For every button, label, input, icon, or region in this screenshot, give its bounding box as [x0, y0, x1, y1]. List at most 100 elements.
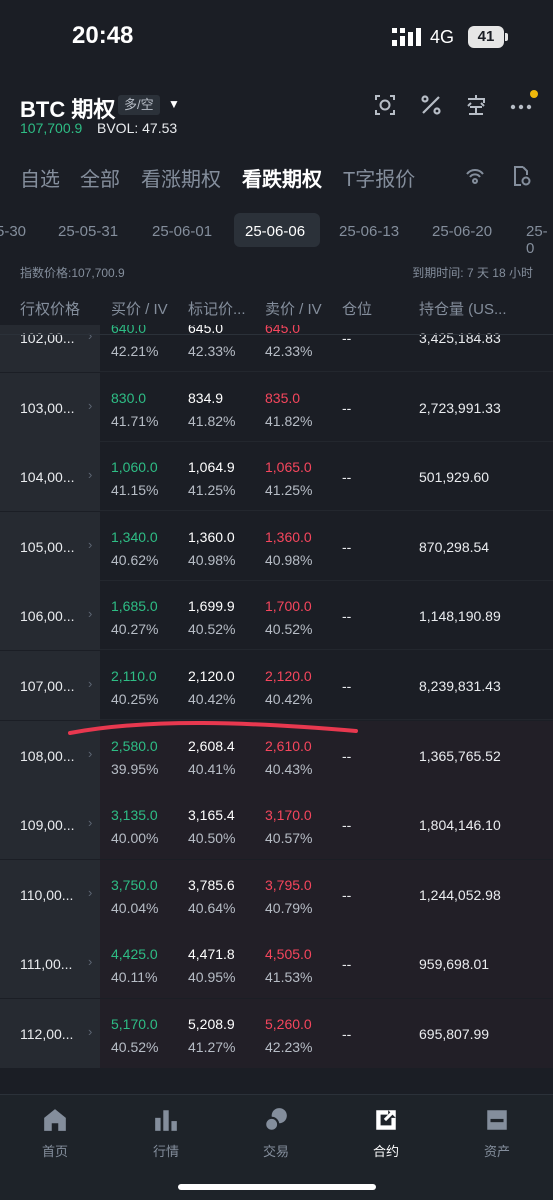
- tab-puts[interactable]: 看跌期权: [242, 169, 322, 191]
- document-settings-icon[interactable]: [509, 164, 533, 188]
- date-chip[interactable]: 25-06-13: [339, 223, 400, 240]
- mark-iv: 40.50%: [188, 830, 236, 847]
- chevron-right-icon[interactable]: ›: [88, 536, 93, 552]
- table-row[interactable]: 109,00... › 3,135.0 40.00% 3,165.4 40.50% 3,17…: [0, 790, 553, 860]
- ask-price[interactable]: 5,260.0: [265, 1016, 312, 1032]
- col-bid[interactable]: 买价 / IV: [111, 301, 168, 318]
- ask-price[interactable]: 2,120.0: [265, 668, 312, 684]
- ask-price[interactable]: 835.0: [265, 389, 301, 406]
- strike-cell: [0, 581, 100, 651]
- mode-badge[interactable]: 多/空: [118, 95, 160, 115]
- date-chip-selected[interactable]: 25-06-06: [245, 223, 306, 240]
- mark-iv: 41.25%: [188, 482, 236, 499]
- bottom-nav: 首页 行情 交易 合约 资产: [0, 1094, 553, 1200]
- page-title[interactable]: BTC 期权: [20, 97, 116, 122]
- mark-iv: 42.33%: [188, 343, 236, 359]
- open-interest-value: 3,425,184.83: [419, 330, 501, 346]
- col-strike[interactable]: 行权价格: [20, 301, 81, 318]
- col-open-interest[interactable]: 持仓量 (US...: [419, 301, 507, 318]
- chevron-right-icon[interactable]: ›: [88, 397, 93, 413]
- bid-iv: 40.27%: [111, 621, 159, 638]
- bid-price[interactable]: 2,110.0: [111, 668, 157, 684]
- header-divider: [0, 334, 553, 335]
- chevron-right-icon[interactable]: ›: [88, 467, 93, 483]
- bid-iv: 40.11%: [111, 969, 158, 986]
- table-row[interactable]: 108,00... › 2,580.0 39.95% 2,608.4 40.41% 2,61…: [0, 720, 553, 790]
- row-highlight: [100, 929, 553, 999]
- open-interest-value: 1,244,052.98: [419, 886, 501, 903]
- strike-price: 105,00...: [20, 538, 75, 555]
- caret-down-icon[interactable]: ▼: [168, 97, 180, 111]
- table-row[interactable]: 107,00... › 2,110.0 40.25% 2,120.0 40.42% 2,12…: [0, 651, 553, 720]
- bid-iv: 41.15%: [111, 482, 159, 499]
- strike-price: 111,00...: [20, 956, 73, 973]
- date-chip[interactable]: 25-06-20: [432, 223, 493, 240]
- chevron-right-icon[interactable]: ›: [88, 606, 93, 622]
- bid-price[interactable]: 1,060.0: [111, 459, 158, 476]
- mark-price: 3,165.4: [188, 807, 235, 824]
- open-interest-value: 959,698.01: [419, 956, 490, 973]
- strike-price: 103,00...: [20, 399, 75, 416]
- ask-price[interactable]: 645.0: [265, 325, 301, 336]
- ask-iv: 40.52%: [265, 621, 313, 638]
- chevron-right-icon[interactable]: ›: [88, 328, 93, 343]
- ask-price[interactable]: 1,065.0: [265, 459, 312, 476]
- bid-price[interactable]: 5,170.0: [111, 1016, 158, 1032]
- table-row[interactable]: 111,00... › 4,425.0 40.11% 4,471.8 40.95% 4,50…: [0, 929, 553, 999]
- position-value: --: [342, 886, 352, 903]
- nav-item-market[interactable]: 行情: [131, 1107, 201, 1160]
- col-position[interactable]: 仓位: [342, 301, 373, 318]
- bid-price[interactable]: 3,135.0: [111, 807, 158, 824]
- ask-price[interactable]: 3,170.0: [265, 807, 312, 824]
- signal-waves-icon[interactable]: [463, 164, 487, 188]
- bid-price[interactable]: 4,425.0: [111, 946, 158, 963]
- bid-price[interactable]: 1,685.0: [111, 598, 158, 615]
- strike-price: 106,00...: [20, 608, 75, 625]
- col-mark[interactable]: 标记价...: [188, 301, 246, 318]
- tab-all[interactable]: 全部: [80, 169, 120, 191]
- mark-price: 2,120.0: [188, 668, 235, 684]
- nav-item-assets[interactable]: 资产: [462, 1107, 532, 1160]
- date-chip[interactable]: 5-30: [0, 223, 27, 240]
- bid-price[interactable]: 830.0: [111, 389, 147, 406]
- position-value: --: [342, 817, 352, 834]
- ask-price[interactable]: 2,610.0: [265, 737, 312, 754]
- bid-price[interactable]: 1,340.0: [111, 528, 158, 545]
- ask-price[interactable]: 3,795.0: [265, 876, 312, 893]
- nav-item-futures[interactable]: 合约: [351, 1107, 421, 1160]
- table-row[interactable]: 103,00... › 830.0 41.71% 834.9 41.82% 835.0 41.…: [0, 372, 553, 442]
- table-row[interactable]: 102,00... › 640.0 42.21% 645.0 42.33% 645.0 42.…: [0, 325, 553, 372]
- col-ask[interactable]: 卖价 / IV: [265, 301, 322, 318]
- ask-price[interactable]: 4,505.0: [265, 946, 312, 963]
- chevron-right-icon[interactable]: ›: [88, 884, 93, 900]
- table-row[interactable]: 105,00... › 1,340.0 40.62% 1,360.0 40.98% 1,36…: [0, 511, 553, 581]
- nav-item-home[interactable]: 首页: [20, 1107, 90, 1160]
- table-row[interactable]: 104,00... › 1,060.0 41.15% 1,064.9 41.25% 1,06…: [0, 442, 553, 512]
- bid-iv: 39.95%: [111, 760, 159, 777]
- chevron-right-icon[interactable]: ›: [88, 676, 93, 691]
- tab-watchlist[interactable]: 自选: [20, 169, 60, 191]
- tab-calls[interactable]: 看涨期权: [141, 169, 221, 191]
- nav-item-trade[interactable]: 交易: [241, 1107, 311, 1160]
- table-row[interactable]: 106,00... › 1,685.0 40.27% 1,699.9 40.52% 1,70…: [0, 581, 553, 651]
- chevron-right-icon[interactable]: ›: [88, 954, 93, 970]
- percent-icon[interactable]: [419, 93, 443, 117]
- empty-position-icon[interactable]: [464, 93, 488, 117]
- date-chip[interactable]: 25-05-31: [58, 223, 119, 240]
- table-row[interactable]: 112,00... › 5,170.0 40.52% 5,208.9 41.27% 5,26…: [0, 999, 553, 1068]
- ask-price[interactable]: 1,360.0: [265, 528, 312, 545]
- more-icon[interactable]: [509, 93, 533, 117]
- ask-price[interactable]: 1,700.0: [265, 598, 312, 615]
- bid-price[interactable]: 3,750.0: [111, 876, 158, 893]
- target-icon[interactable]: [373, 93, 397, 117]
- date-chip[interactable]: 25-0: [526, 223, 548, 257]
- date-chip[interactable]: 25-06-01: [152, 223, 213, 240]
- table-row[interactable]: 110,00... › 3,750.0 40.04% 3,785.6 40.64% 3,79…: [0, 859, 553, 929]
- strike-price: 108,00...: [20, 747, 75, 764]
- bid-price[interactable]: 2,580.0: [111, 737, 158, 754]
- chevron-right-icon[interactable]: ›: [88, 815, 93, 831]
- chevron-right-icon[interactable]: ›: [88, 1024, 93, 1039]
- bid-price[interactable]: 640.0: [111, 325, 147, 336]
- chevron-right-icon[interactable]: ›: [88, 745, 93, 761]
- tab-t-quote[interactable]: T字报价: [343, 169, 416, 191]
